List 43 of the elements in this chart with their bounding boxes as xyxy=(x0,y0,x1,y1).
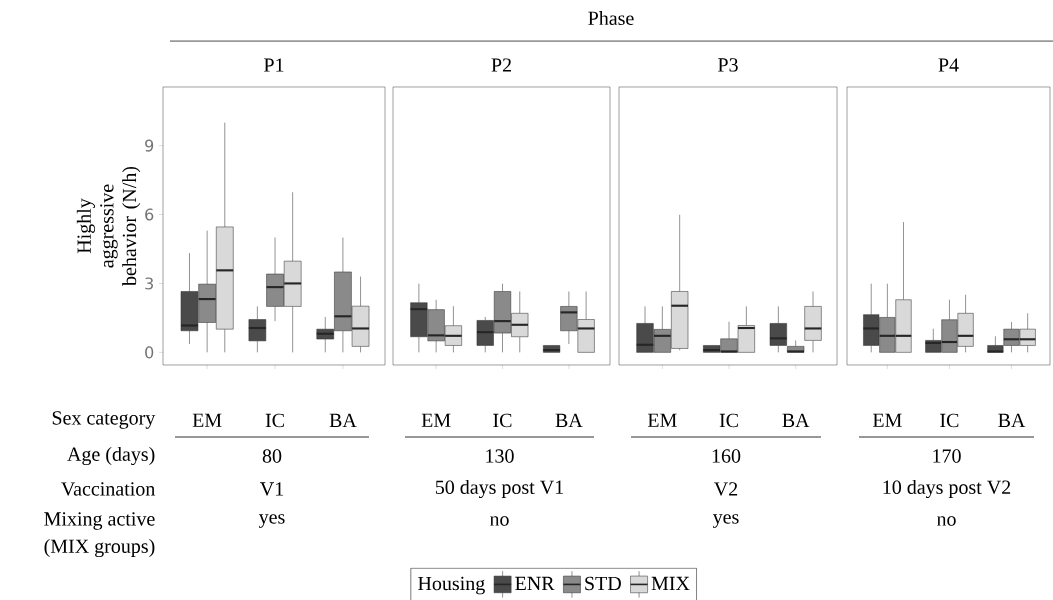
text: 10 days post V2 xyxy=(883,479,1011,499)
x-tick-label: IC xyxy=(719,413,738,428)
legend-label: STD xyxy=(585,576,621,591)
text: 130 xyxy=(486,449,514,463)
chart-title: P1 xyxy=(264,58,284,72)
chart-title: P2 xyxy=(491,58,511,72)
text: Mixing active xyxy=(44,512,155,530)
x-tick-label: IC xyxy=(940,413,959,428)
y-tick-label: 9 xyxy=(145,139,154,152)
text: no xyxy=(489,516,509,526)
y-axis-title: Highly aggressive behavior (N/h) xyxy=(76,166,141,286)
y-tick-label: 0 xyxy=(145,346,154,359)
text: Sex category xyxy=(52,411,156,429)
chart-title: P4 xyxy=(938,58,959,72)
legend-title: Housing xyxy=(418,576,485,595)
text: V2 xyxy=(714,482,738,496)
x-tick-label: BA xyxy=(998,413,1026,427)
x-tick-label: EM xyxy=(872,413,902,427)
y-tick-label: 6 xyxy=(145,208,154,221)
x-tick-label: EM xyxy=(647,413,677,427)
y-tick-label: 3 xyxy=(145,277,153,290)
x-tick-label: BA xyxy=(555,413,583,427)
text: 170 xyxy=(933,449,961,463)
x-tick-label: EM xyxy=(421,413,451,427)
x-tick-label: BA xyxy=(329,413,357,427)
text: Vaccination xyxy=(61,482,156,496)
text: 160 xyxy=(712,449,741,463)
text: 80 xyxy=(262,449,282,463)
x-tick-label: IC xyxy=(265,413,284,428)
text: (MIX groups) xyxy=(44,538,155,558)
legend-label: ENR xyxy=(515,576,555,590)
text: Age (days) xyxy=(67,446,155,466)
legend-label: MIX xyxy=(651,576,690,590)
text: 50 days post V1 xyxy=(435,479,564,499)
text: V1 xyxy=(260,482,284,496)
text: yes xyxy=(712,514,739,528)
text: yes xyxy=(258,514,285,528)
x-tick-label: BA xyxy=(782,413,810,427)
x-tick-label: IC xyxy=(493,413,512,428)
chart-title: P3 xyxy=(718,58,738,72)
text: Phase xyxy=(588,10,634,26)
x-tick-label: EM xyxy=(192,413,222,427)
text: no xyxy=(936,516,956,526)
